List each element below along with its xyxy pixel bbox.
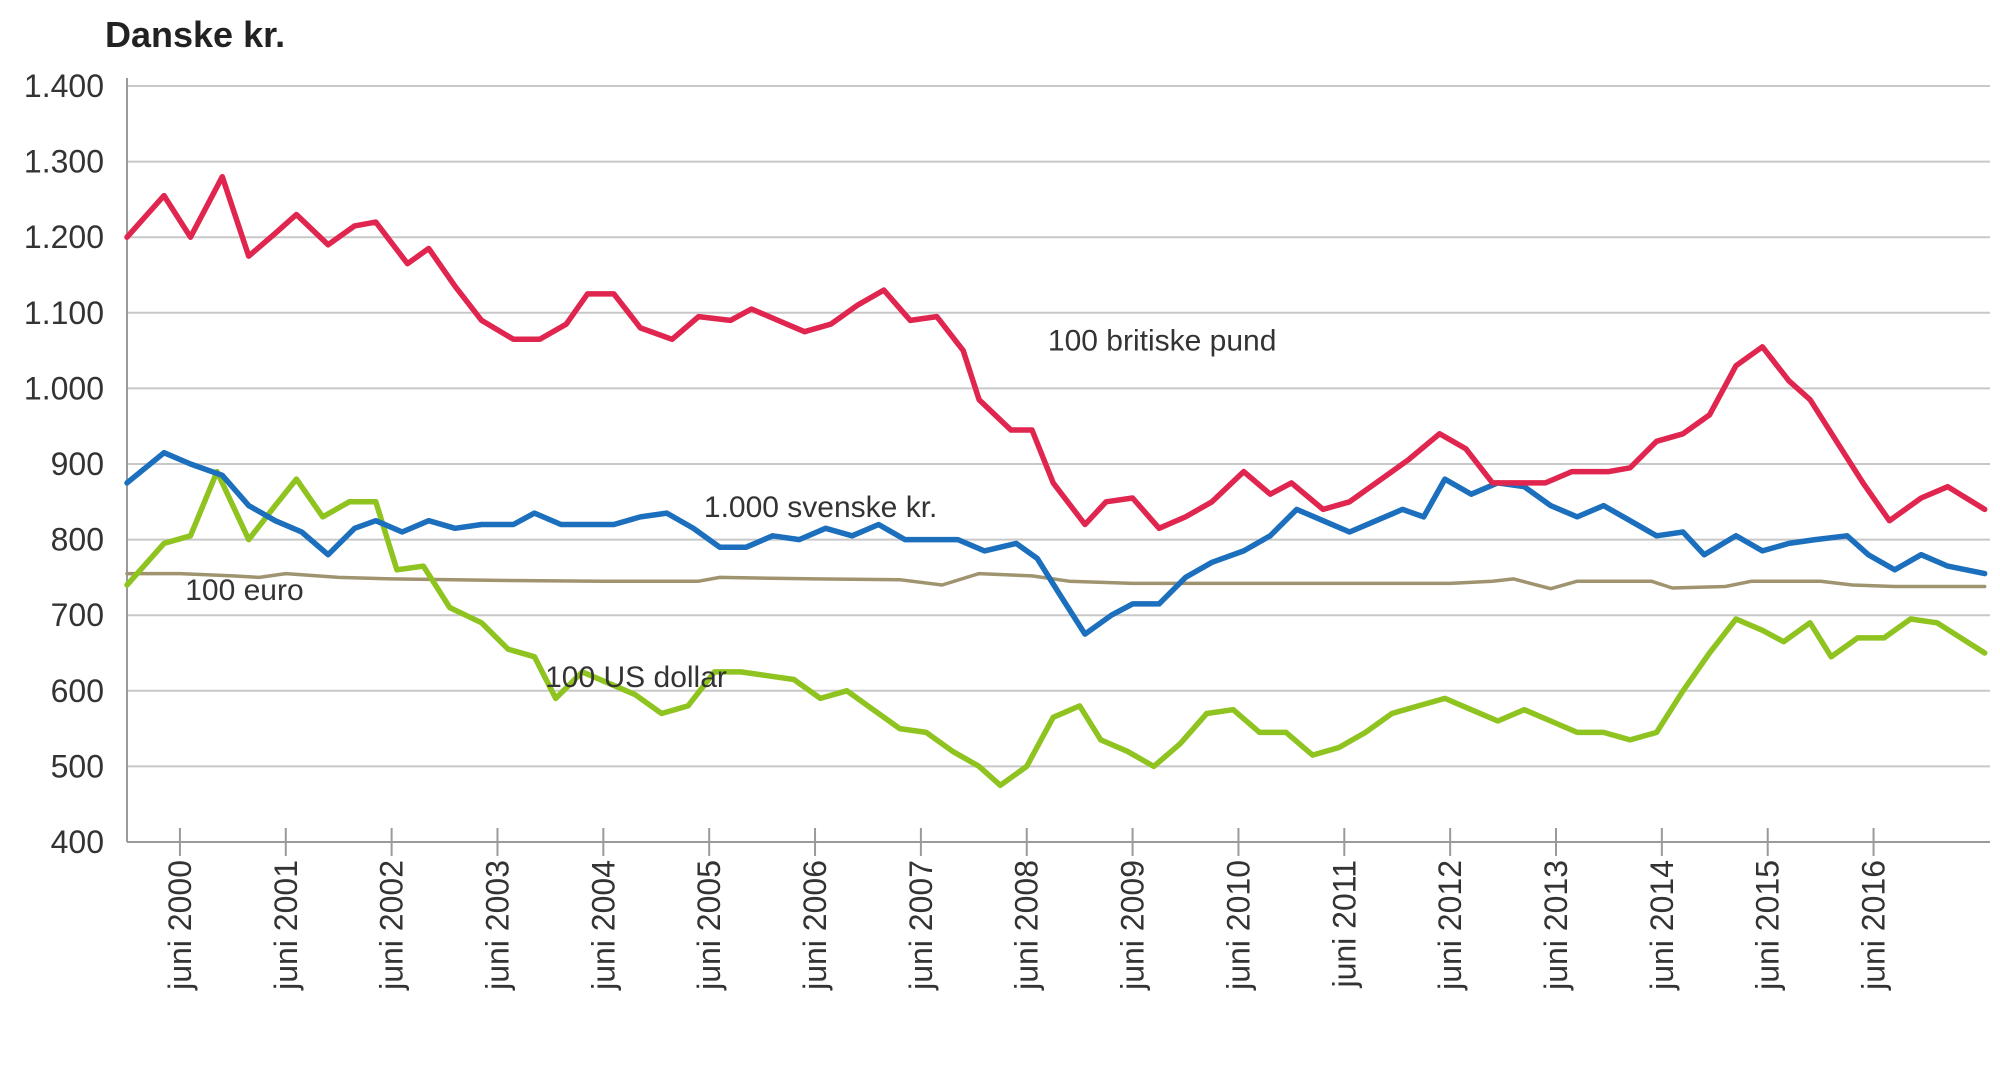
x-tick-label-2001: juni 2001	[268, 860, 304, 991]
x-tick-label-2006: juni 2006	[797, 860, 833, 991]
y-axis-tick-labels: 400 500 600 700 800 900 1.000 1.100 1.200 1.300 1.…	[24, 68, 104, 860]
y-tick-label-1200: 1.200	[24, 219, 104, 255]
series-label-1-000-svenske-kr: 1.000 svenske kr.	[704, 491, 937, 524]
x-tick-label-2009: juni 2009	[1115, 860, 1151, 991]
x-tick-label-2013: juni 2013	[1538, 860, 1574, 991]
x-tick-label-2000: juni 2000	[162, 860, 198, 991]
y-tick-label-1300: 1.300	[24, 144, 104, 180]
y-tick-label-500: 500	[51, 748, 104, 784]
x-tick-label-2010: juni 2010	[1220, 860, 1256, 991]
y-tick-label-400: 400	[51, 824, 104, 860]
grid	[127, 85, 1990, 768]
x-tick-label-2003: juni 2003	[479, 860, 515, 991]
x-tick-label-2016: juni 2016	[1856, 860, 1892, 991]
series-labels: 100 britiske pund 1.000 svenske kr. 100 eu…	[185, 325, 1276, 694]
series-label-100-euro: 100 euro	[185, 574, 303, 607]
y-tick-label-800: 800	[51, 522, 104, 558]
series-label-100-us-dollar: 100 US dollar	[545, 661, 727, 694]
y-tick-label-700: 700	[51, 597, 104, 633]
x-tick-label-2015: juni 2015	[1750, 860, 1786, 991]
x-tick-label-2002: juni 2002	[374, 860, 410, 991]
y-tick-label-600: 600	[51, 673, 104, 709]
y-tick-label-900: 900	[51, 446, 104, 482]
x-tick-label-2008: juni 2008	[1009, 860, 1045, 991]
axes	[126, 78, 1990, 856]
series-line-100-us-dollar	[124, 468, 1988, 789]
x-tick-label-2011: juni 2011	[1326, 860, 1362, 989]
series-lines	[124, 173, 1988, 789]
x-tick-label-2012: juni 2012	[1432, 860, 1468, 991]
series-line-1-000-svenske-kr	[124, 449, 1988, 637]
x-axis-tick-labels: juni 2000 juni 2001 juni 2002 juni 2003 juni…	[162, 860, 1892, 991]
y-tick-label-1400: 1.400	[24, 68, 104, 104]
y-tick-label-1000: 1.000	[24, 370, 104, 406]
series-line-100-britiske-pund	[124, 173, 1988, 532]
x-tick-label-2004: juni 2004	[585, 860, 621, 991]
x-tick-label-2007: juni 2007	[903, 860, 939, 991]
y-tick-label-1100: 1.100	[24, 295, 104, 331]
x-tick-label-2005: juni 2005	[691, 860, 727, 991]
x-tick-label-2014: juni 2014	[1644, 860, 1680, 991]
chart-title: Danske kr.	[105, 14, 285, 55]
series-line-100-euro	[125, 571, 1987, 591]
series-label-100-britiske-pund: 100 britiske pund	[1048, 325, 1277, 358]
